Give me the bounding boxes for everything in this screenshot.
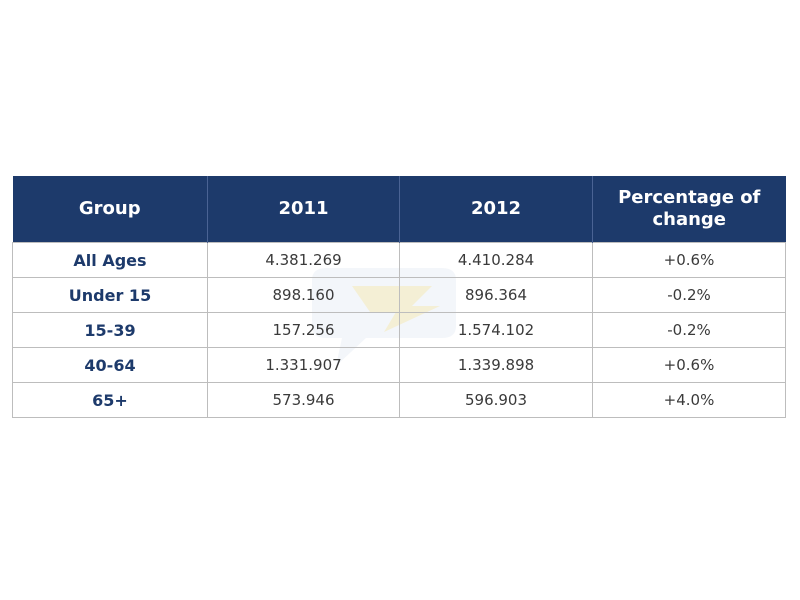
value-2012-cell: 4.410.284 <box>399 242 593 278</box>
header-2011: 2011 <box>207 176 400 243</box>
value-2012-cell: 596.903 <box>399 382 593 418</box>
group-cell: 40-64 <box>12 347 208 383</box>
header-percentage-change: Percentage of change <box>592 176 786 243</box>
group-cell: 15-39 <box>12 312 208 348</box>
change-cell: -0.2% <box>592 312 786 348</box>
table-row: Under 15 898.160 896.364 -0.2% <box>12 277 786 313</box>
change-cell: +0.6% <box>592 242 786 278</box>
value-2012-cell: 896.364 <box>399 277 593 313</box>
table-row: 15-39 157.256 1.574.102 -0.2% <box>12 312 786 348</box>
change-cell: -0.2% <box>592 277 786 313</box>
value-2011-cell: 4.381.269 <box>207 242 400 278</box>
group-cell: All Ages <box>12 242 208 278</box>
group-cell: Under 15 <box>12 277 208 313</box>
group-cell: 65+ <box>12 382 208 418</box>
value-2011-cell: 157.256 <box>207 312 400 348</box>
table-row: 40-64 1.331.907 1.339.898 +0.6% <box>12 347 786 383</box>
value-2011-cell: 1.331.907 <box>207 347 400 383</box>
change-cell: +4.0% <box>592 382 786 418</box>
value-2012-cell: 1.574.102 <box>399 312 593 348</box>
table-row: All Ages 4.381.269 4.410.284 +0.6% <box>12 242 786 278</box>
header-group: Group <box>12 176 208 243</box>
table-row: 65+ 573.946 596.903 +4.0% <box>12 382 786 418</box>
header-2012: 2012 <box>399 176 593 243</box>
value-2011-cell: 573.946 <box>207 382 400 418</box>
population-table: Group 2011 2012 Percentage of change All… <box>12 176 786 418</box>
table-header-row: Group 2011 2012 Percentage of change <box>12 176 786 243</box>
change-cell: +0.6% <box>592 347 786 383</box>
value-2012-cell: 1.339.898 <box>399 347 593 383</box>
value-2011-cell: 898.160 <box>207 277 400 313</box>
